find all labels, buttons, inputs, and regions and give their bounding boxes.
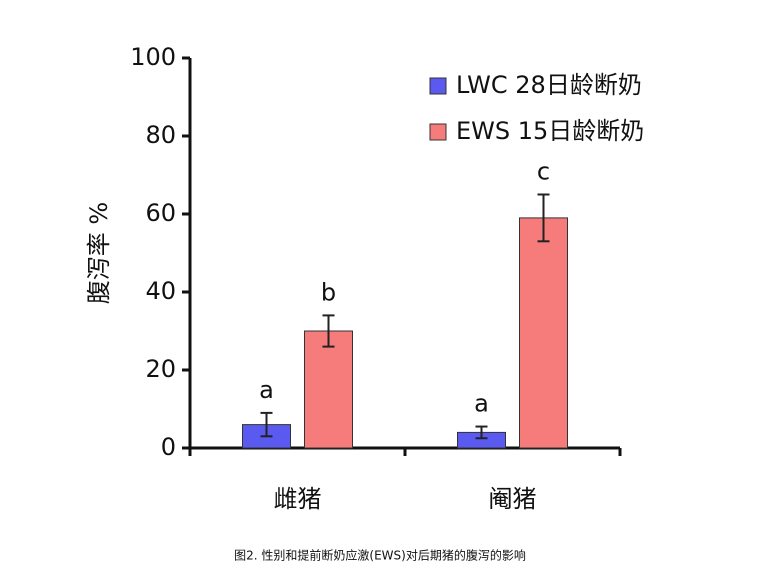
y-tick-label: 0 bbox=[161, 433, 176, 461]
significance-label: b bbox=[321, 278, 336, 306]
significance-label: a bbox=[474, 390, 489, 418]
significance-label: c bbox=[537, 158, 550, 186]
y-tick-label: 40 bbox=[145, 277, 176, 305]
legend-swatch bbox=[429, 123, 447, 141]
error-bar bbox=[260, 411, 273, 438]
y-tick-label: 20 bbox=[145, 355, 176, 383]
bar bbox=[519, 217, 568, 449]
error-bar bbox=[322, 314, 335, 348]
y-tick-label: 100 bbox=[130, 43, 176, 71]
legend-label: EWS 15日龄断奶 bbox=[456, 117, 644, 145]
legend-swatch bbox=[429, 77, 447, 95]
error-bar bbox=[537, 193, 550, 243]
y-tick-label: 60 bbox=[145, 199, 176, 227]
x-tick-label: 雌猪 bbox=[274, 485, 322, 513]
legend-label: LWC 28日龄断奶 bbox=[456, 71, 642, 99]
x-tick-label: 阉猪 bbox=[489, 485, 537, 513]
error-bar bbox=[475, 425, 488, 440]
y-tick-label: 80 bbox=[145, 121, 176, 149]
y-axis-label: 腹泻率 % bbox=[85, 202, 113, 304]
bar bbox=[304, 330, 353, 449]
significance-label: a bbox=[259, 376, 274, 404]
caption: 图2. 性别和提前断奶应激(EWS)对后期猪的腹泻的影响 bbox=[234, 548, 526, 563]
